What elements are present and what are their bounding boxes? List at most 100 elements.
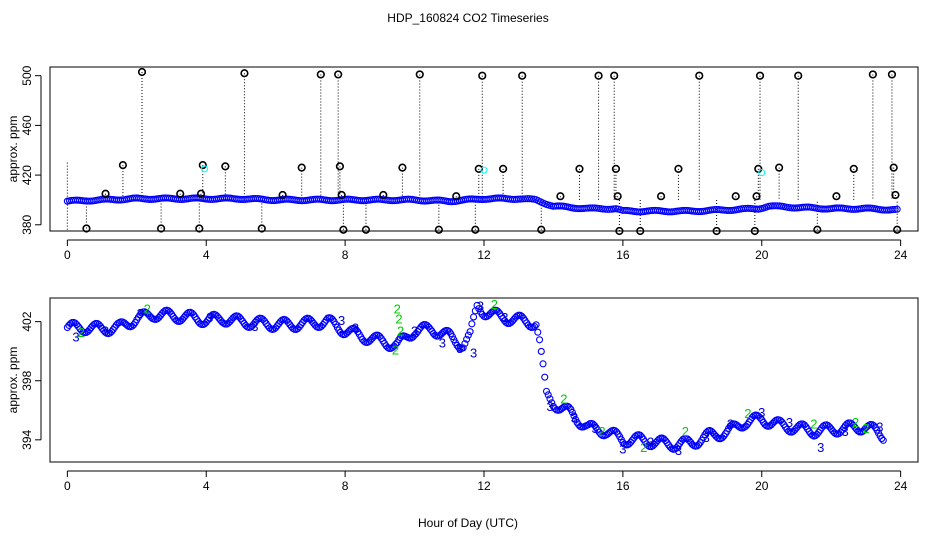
data-point-outliers	[656, 192, 666, 201]
x-tick-label: 24	[894, 479, 908, 493]
data-point-profile	[464, 331, 472, 339]
data-point-outliers	[695, 71, 704, 80]
data-point-profile	[328, 315, 337, 323]
x-tick-label: 4	[203, 479, 210, 493]
data-point-profile	[644, 442, 652, 450]
point-label-3: 3	[501, 310, 508, 325]
data-point-outliers	[887, 70, 897, 79]
top-y-axis-label: approx. ppm	[6, 116, 20, 183]
data-point-profile	[536, 336, 544, 344]
point-label-3: 3	[786, 415, 793, 430]
data-point-outliers	[337, 190, 346, 200]
data-point-outliers	[471, 225, 480, 234]
bottom-axes: 0 4 8 12 16 20 24 394 398 402	[20, 311, 908, 493]
data-point-outliers	[335, 162, 345, 171]
point-label-3: 3	[206, 310, 213, 325]
data-point-profile	[532, 321, 540, 329]
data-point-outliers	[198, 161, 207, 170]
data-point-outliers	[794, 71, 803, 80]
data-point-outliers	[316, 70, 325, 79]
data-point-outliers	[731, 192, 740, 201]
data-point-outliers	[334, 70, 343, 79]
point-label-2: 2	[640, 440, 647, 455]
data-point-outliers	[240, 69, 249, 78]
point-label-3: 3	[876, 420, 883, 435]
point-label-3: 3	[619, 442, 626, 457]
bottom-plot-frame	[49, 297, 919, 463]
y-tick-label: 420	[20, 165, 34, 185]
data-point-profile	[570, 412, 578, 420]
data-point-profile	[541, 373, 549, 381]
point-label-3: 3	[102, 324, 109, 339]
data-point-profile	[878, 435, 886, 443]
data-point-outliers	[537, 225, 546, 234]
x-tick-label: 20	[755, 248, 769, 262]
data-point-outliers	[474, 164, 483, 173]
point-label-3: 3	[477, 298, 484, 313]
point-label-3: 3	[352, 321, 359, 336]
top-panel: 0 4 8 12 16 20 24 380 420 460 500 approx. ppm	[6, 65, 919, 262]
point-label-3: 3	[841, 424, 848, 439]
point-label-2: 2	[682, 424, 689, 439]
point-label-2: 2	[560, 391, 567, 406]
data-point-main	[523, 195, 531, 203]
data-point-outliers	[755, 71, 765, 80]
y-tick-label: 500	[20, 65, 34, 85]
data-point-profile	[470, 313, 478, 321]
data-point-outliers	[452, 192, 461, 201]
x-tick-label: 24	[894, 248, 908, 262]
data-point-outliers	[297, 163, 306, 172]
point-label-2: 2	[394, 301, 401, 316]
data-point-outliers	[594, 71, 603, 80]
y-tick-label: 460	[20, 115, 34, 135]
data-point-profile	[879, 436, 887, 444]
x-tick-label: 8	[342, 479, 349, 493]
data-point-outliers	[118, 161, 128, 170]
point-label-3: 3	[571, 411, 578, 426]
chart-title: HDP_160824 CO2 Timeseries	[387, 11, 548, 25]
bottom-y-axis-label: approx. ppm	[6, 347, 20, 414]
point-label-2: 2	[144, 301, 151, 316]
data-point-profile	[530, 322, 539, 330]
top-plot-frame	[49, 66, 919, 232]
data-point-outliers	[196, 189, 206, 198]
data-point-outliers	[752, 192, 761, 201]
data-point-outliers	[415, 70, 424, 79]
point-label-3: 3	[251, 319, 258, 334]
data-point-outliers	[575, 164, 584, 173]
data-point-profile	[546, 395, 554, 403]
point-label-2: 2	[397, 324, 404, 339]
point-label-2: 2	[744, 406, 751, 421]
point-label-3: 3	[546, 399, 553, 414]
point-label-3: 3	[703, 430, 710, 445]
y-tick-label: 394	[20, 430, 34, 450]
x-tick-label: 16	[616, 479, 630, 493]
data-point-profile	[539, 360, 547, 368]
data-point-outliers	[434, 225, 443, 234]
data-point-main	[893, 205, 901, 213]
x-tick-label: 4	[203, 248, 210, 262]
data-point-main	[526, 195, 534, 203]
data-point-outliers	[176, 189, 185, 198]
data-point-outliers	[611, 164, 621, 173]
point-label-3: 3	[72, 329, 79, 344]
data-point-outliers	[893, 225, 902, 234]
point-label-2: 2	[392, 343, 399, 358]
y-tick-label: 398	[20, 370, 34, 390]
data-point-outliers	[257, 224, 266, 233]
data-point-profile	[542, 387, 551, 395]
data-point-outliers	[775, 163, 784, 172]
top-axes: 0 4 8 12 16 20 24 380 420 460 500	[20, 65, 908, 262]
data-point-profile	[466, 328, 474, 336]
data-point-profile	[468, 320, 476, 328]
data-point-outliers	[379, 190, 388, 200]
data-point-outliers	[610, 71, 619, 80]
data-point-profile	[544, 391, 552, 399]
data-point-profile	[565, 403, 573, 411]
data-point-flagged	[200, 165, 209, 173]
y-tick-label: 402	[20, 311, 34, 331]
x-tick-label: 20	[755, 479, 769, 493]
data-point-flagged	[480, 166, 488, 174]
data-point-profile	[534, 328, 542, 336]
